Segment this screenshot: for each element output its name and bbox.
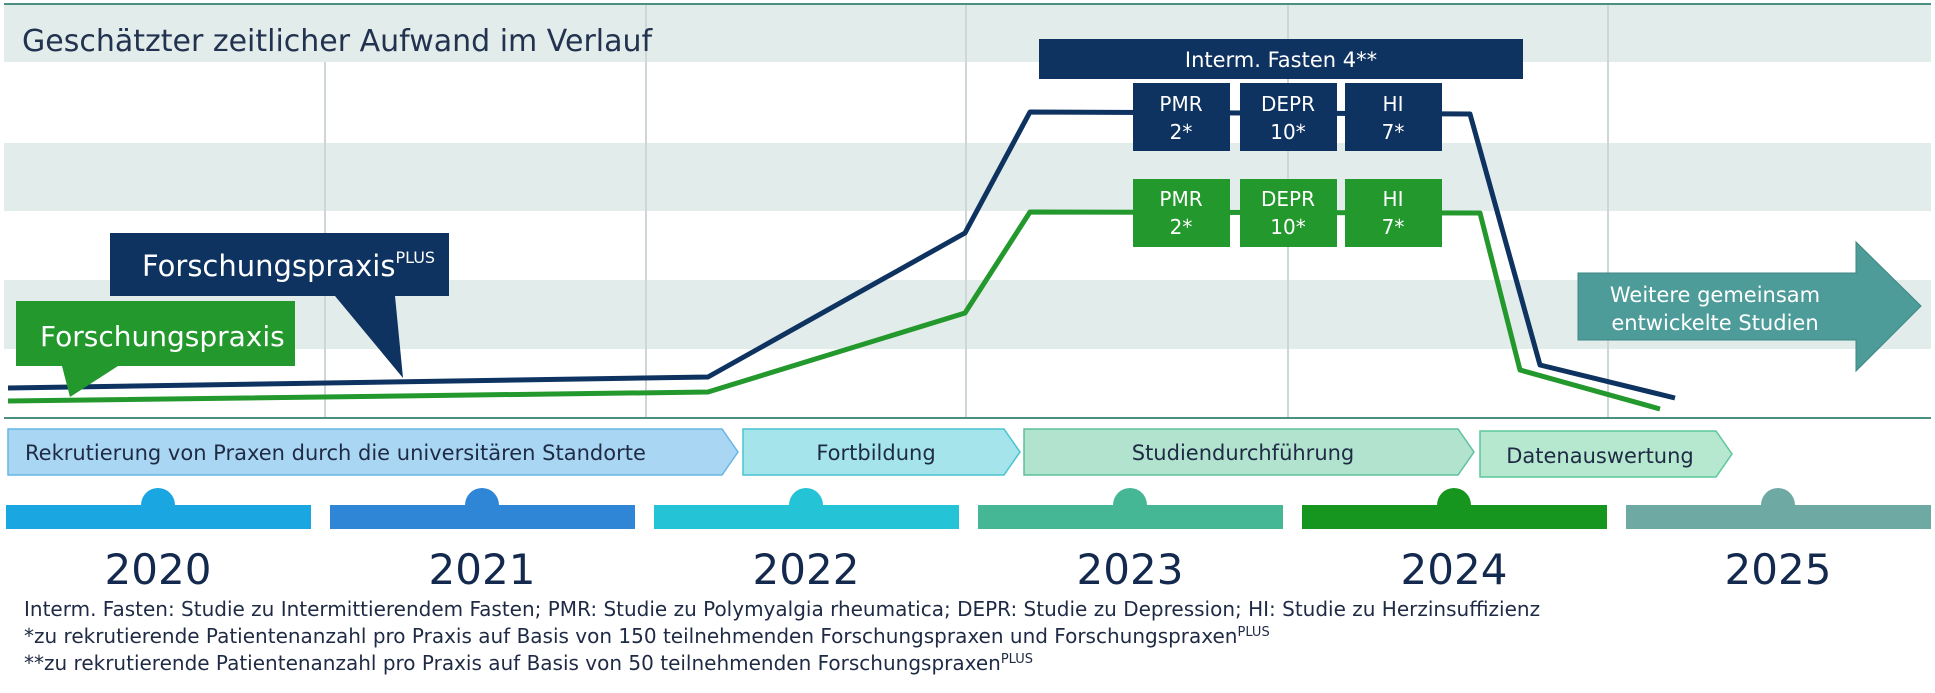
year-label-2022: 2022 (753, 545, 860, 594)
phase-arrow-recruitment (7, 428, 739, 476)
band-row-1 (4, 4, 1931, 62)
interm-fasten-banner-label: Interm. Fasten 4** (1185, 48, 1377, 72)
phase-arrow-training (742, 428, 1021, 476)
footnote-single-star-text: *zu rekrutierende Patientenanzahl pro Pr… (24, 624, 1238, 648)
footnote-double-star-text: **zu rekrutierende Patientenanzahl pro P… (24, 651, 1001, 675)
footnote-abbreviations: Interm. Fasten: Studie zu Intermittieren… (24, 596, 1904, 623)
praxis-study-hi-value: 7* (1382, 215, 1405, 239)
praxis-callout-label: Forschungspraxis (40, 320, 285, 353)
praxis-study-pmr-value: 2* (1170, 215, 1193, 239)
phase-arrow-execution (1023, 428, 1475, 476)
page-title: Geschätzter zeitlicher Aufwand im Verlau… (22, 24, 654, 59)
plus-study-pmr-name: PMR (1159, 92, 1202, 116)
footnotes: Interm. Fasten: Studie zu Intermittieren… (24, 596, 1904, 677)
footnote-single-star-sup: PLUS (1237, 625, 1270, 640)
plus-study-boxes: PMR 2* DEPR 10* HI 7* (1133, 83, 1442, 151)
praxis-study-hi-name: HI (1383, 187, 1404, 211)
future-studies-line2: entwickelte Studien (1611, 311, 1818, 335)
praxis-study-depr-value: 10* (1270, 215, 1305, 239)
praxis-study-pmr-name: PMR (1159, 187, 1202, 211)
footnote-double-star: **zu rekrutierende Patientenanzahl pro P… (24, 650, 1904, 677)
phase-arrow-analysis (1479, 430, 1733, 478)
plus-study-hi-box (1345, 83, 1442, 151)
plus-callout-label: Forschungspraxis (142, 249, 395, 283)
plus-callout-sup: PLUS (395, 248, 435, 267)
interm-fasten-banner (1039, 39, 1523, 79)
plus-study-pmr-box (1133, 83, 1230, 151)
year-bar-2025 (1626, 505, 1931, 529)
plus-study-depr-box (1240, 83, 1337, 151)
phase-arrows: Rekrutierung von Praxen durch die univer… (7, 428, 1733, 478)
praxis-study-depr-box (1240, 179, 1337, 247)
plus-study-hi-name: HI (1383, 92, 1404, 116)
plus-study-depr-name: DEPR (1261, 92, 1315, 116)
praxis-study-depr-name: DEPR (1261, 187, 1315, 211)
plus-effort-line (7, 109, 1676, 401)
footnote-abbreviations-text: Interm. Fasten: Studie zu Intermittieren… (24, 597, 1541, 621)
year-bar-2023 (978, 505, 1283, 529)
footnote-double-star-sup: PLUS (1000, 652, 1034, 667)
plus-study-pmr-value: 2* (1170, 120, 1193, 144)
year-label-2020: 2020 (105, 545, 212, 594)
year-bar-2022 (654, 505, 959, 529)
phase-label-recruitment: Rekrutierung von Praxen durch die univer… (25, 441, 646, 465)
praxis-study-pmr-box (1133, 179, 1230, 247)
year-bars (6, 488, 1931, 529)
year-bar-2024 (1302, 505, 1607, 529)
year-label-2024: 2024 (1401, 545, 1508, 594)
footnote-single-star: *zu rekrutierende Patientenanzahl pro Pr… (24, 623, 1904, 650)
year-label-2025: 2025 (1725, 545, 1832, 594)
year-label-2021: 2021 (429, 545, 536, 594)
future-studies-arrow: Weitere gemeinsam entwickelte Studien (1577, 240, 1922, 373)
year-bar-2020 (6, 505, 311, 529)
plus-study-depr-value: 10* (1270, 120, 1305, 144)
year-labels: 2020 2021 2022 2023 2024 2025 (105, 545, 1832, 594)
praxis-study-boxes: PMR 2* DEPR 10* HI 7* (1133, 179, 1442, 247)
svg-text:ForschungspraxisPLUS: ForschungspraxisPLUS (142, 248, 435, 283)
praxis-study-hi-box (1345, 179, 1442, 247)
praxis-effort-line (7, 209, 1661, 412)
plus-study-hi-value: 7* (1382, 120, 1405, 144)
future-studies-line1: Weitere gemeinsam (1610, 283, 1820, 307)
phase-label-analysis: Datenauswertung (1506, 444, 1694, 468)
band-row-2 (4, 143, 1931, 211)
phase-label-execution: Studiendurchführung (1132, 441, 1355, 465)
phase-label-training: Fortbildung (816, 441, 935, 465)
year-label-2023: 2023 (1077, 545, 1184, 594)
year-bar-2021 (330, 505, 635, 529)
plus-callout: ForschungspraxisPLUS (110, 233, 449, 378)
praxis-callout: Forschungspraxis (16, 301, 295, 397)
